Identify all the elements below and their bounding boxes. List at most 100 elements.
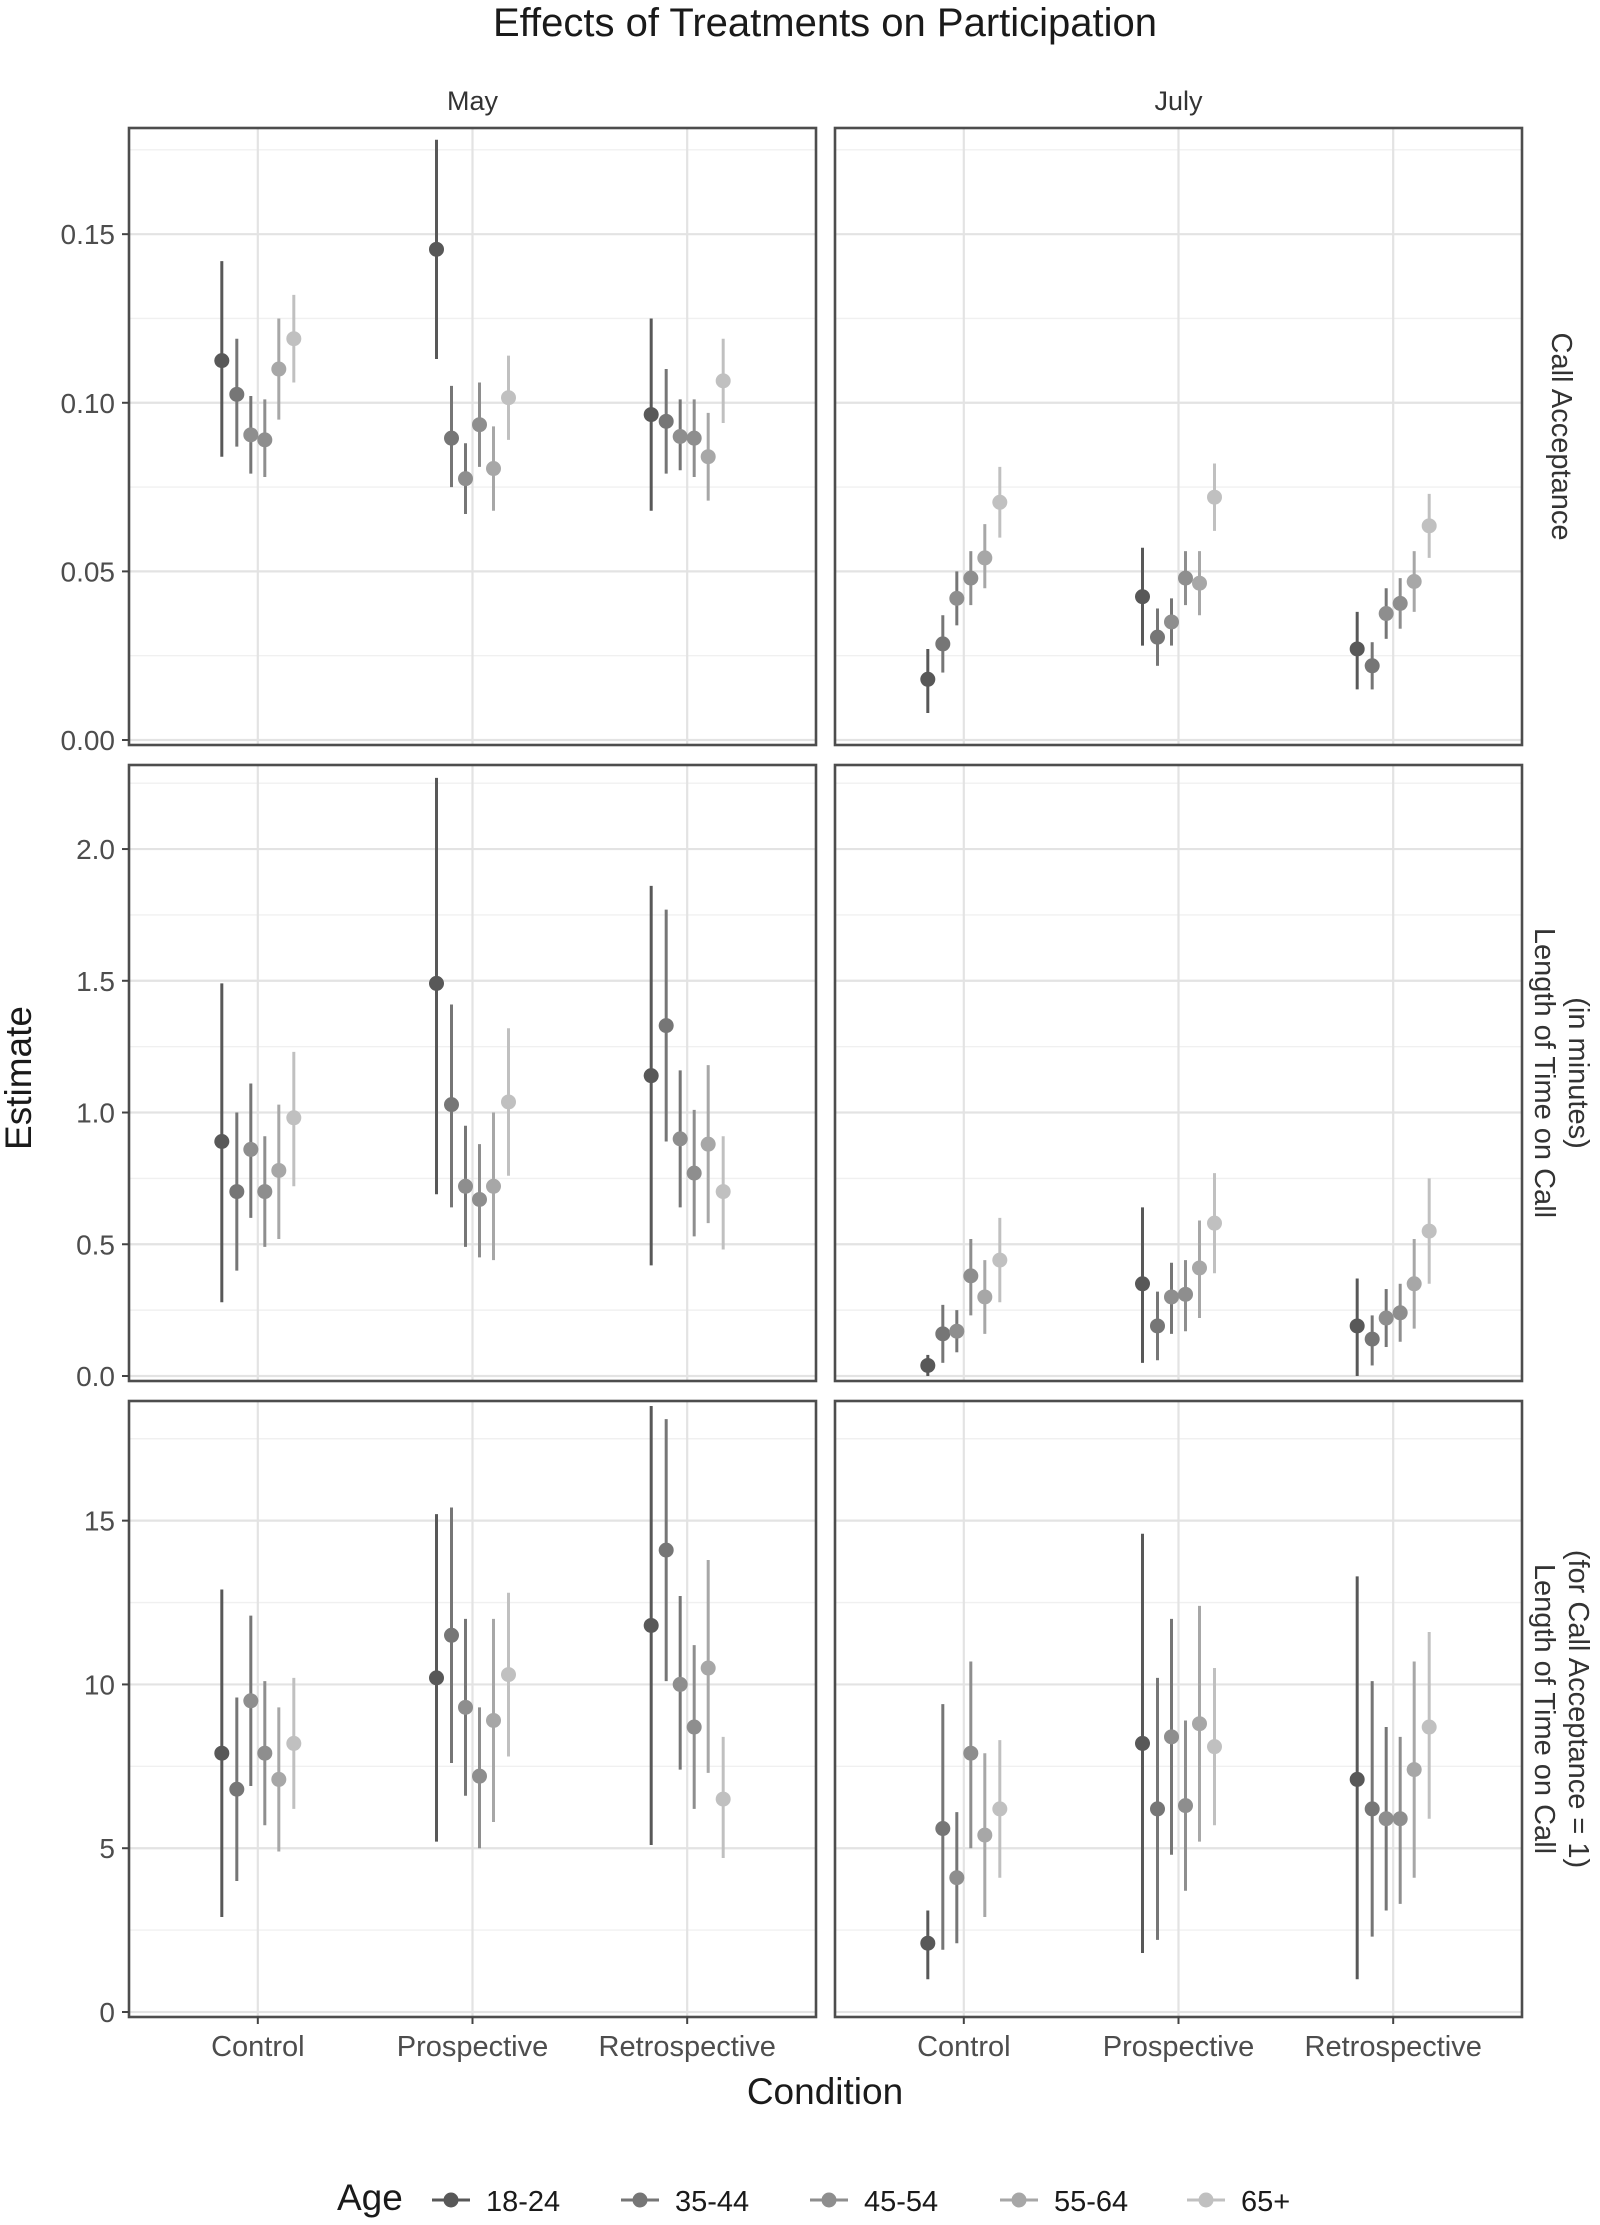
estimate-point <box>1207 1739 1222 1755</box>
estimate-point <box>229 386 245 402</box>
estimate-point <box>1349 1318 1365 1334</box>
legend-label: 45-54 <box>864 2186 938 2218</box>
legend-key-point <box>1011 2192 1027 2208</box>
facet-column-label: July <box>1154 86 1203 116</box>
estimate-point <box>229 1184 245 1200</box>
estimate-point <box>1135 1735 1150 1751</box>
estimate-point <box>444 1097 459 1113</box>
x-tick-label: Prospective <box>397 2031 549 2063</box>
estimate-point <box>1392 1811 1408 1827</box>
estimate-point <box>686 1719 702 1735</box>
estimate-point <box>643 1617 659 1633</box>
y-tick-label: 0.10 <box>61 388 116 419</box>
estimate-point <box>977 550 993 566</box>
estimate-point <box>472 1768 487 1784</box>
estimate-point <box>935 636 951 652</box>
estimate-point <box>1421 1223 1437 1239</box>
legend-key-point <box>821 2192 837 2208</box>
estimate-point <box>501 1667 516 1683</box>
facet-column-label: May <box>447 86 499 116</box>
estimate-point <box>243 1141 259 1157</box>
legend-label: 55-64 <box>1054 2186 1128 2218</box>
estimate-point <box>920 671 936 687</box>
estimate-point <box>1349 1771 1365 1787</box>
estimate-point <box>486 1178 501 1194</box>
y-tick-label: 15 <box>84 1506 115 1537</box>
estimate-point <box>1364 658 1380 674</box>
y-tick-label: 1.5 <box>76 966 115 997</box>
estimate-point <box>643 1068 659 1084</box>
panel-border <box>127 763 818 1383</box>
y-tick-label: 0.0 <box>76 1361 115 1392</box>
estimate-point <box>686 1165 702 1181</box>
y-tick-label: 0.15 <box>61 219 116 250</box>
panel-border <box>833 126 1524 747</box>
estimate-point <box>271 1771 287 1787</box>
gridlines <box>129 128 1522 2017</box>
estimate-point <box>1164 1729 1179 1745</box>
estimate-point <box>1135 1276 1150 1292</box>
x-tick-label: Retrospective <box>599 2031 776 2063</box>
estimate-point <box>1192 575 1207 591</box>
y-tick-label: 1.0 <box>76 1098 115 1129</box>
estimate-point <box>286 1735 302 1751</box>
estimate-point <box>257 1184 273 1200</box>
estimate-point <box>458 1699 473 1715</box>
facet-row-label: Call Acceptance <box>1545 333 1577 541</box>
legend-title: Age <box>337 2177 403 2218</box>
y-axis-label: Estimate <box>0 1006 39 1150</box>
estimate-point <box>935 1821 951 1837</box>
estimate-point <box>257 432 273 448</box>
estimate-point <box>486 1712 501 1728</box>
estimate-point <box>700 1136 716 1152</box>
estimate-point <box>992 1801 1008 1817</box>
panel-border <box>833 763 1524 1383</box>
estimate-point <box>1135 589 1150 605</box>
estimate-point <box>243 427 259 443</box>
estimate-point <box>700 449 716 465</box>
estimate-point <box>1378 1310 1394 1326</box>
estimate-point <box>658 1018 674 1034</box>
estimate-point <box>458 471 473 487</box>
estimate-point <box>501 1094 516 1110</box>
estimate-point <box>286 1110 302 1126</box>
estimate-point <box>949 1323 965 1339</box>
y-tick-label: 0.05 <box>61 556 116 587</box>
estimate-point <box>1349 641 1365 657</box>
estimate-point <box>686 430 702 446</box>
estimate-point <box>243 1693 259 1709</box>
estimate-point <box>672 1676 688 1692</box>
legend-key-point <box>443 2192 459 2208</box>
y-tick-label: 5 <box>99 1833 115 1864</box>
legend-label: 65+ <box>1241 2186 1290 2218</box>
x-tick-label: Prospective <box>1103 2031 1255 2063</box>
estimate-point <box>949 1870 965 1886</box>
estimate-point <box>715 1791 731 1807</box>
legend-label: 18-24 <box>486 2186 560 2218</box>
estimate-point <box>1406 1276 1422 1292</box>
estimate-point <box>715 373 731 389</box>
estimate-point <box>1178 1286 1193 1302</box>
estimate-point <box>977 1289 993 1305</box>
facet-row-label: Length of Time on Call <box>1528 928 1560 1218</box>
legend-label: 35-44 <box>675 2186 749 2218</box>
estimate-point <box>429 241 444 257</box>
estimate-point <box>214 1134 230 1150</box>
estimate-point <box>429 975 444 991</box>
chart-title: Effects of Treatments on Participation <box>493 1 1157 45</box>
estimate-point <box>257 1745 273 1761</box>
estimate-point <box>1207 1215 1222 1231</box>
estimate-point <box>1392 595 1408 611</box>
estimate-point <box>700 1660 716 1676</box>
facet-row-label: (for Call Acceptance = 1) <box>1562 1550 1594 1868</box>
legend: Age 18-24 35-44 45-54 55-64 65+ <box>337 2177 1290 2218</box>
estimate-point <box>658 413 674 429</box>
estimate-point <box>992 1252 1008 1268</box>
x-tick-label: Control <box>211 2031 305 2063</box>
estimate-point <box>963 1268 979 1284</box>
estimate-point <box>458 1178 473 1194</box>
x-tick-label: Control <box>917 2031 1011 2063</box>
facet-row-label: (in minutes) <box>1562 997 1594 1149</box>
